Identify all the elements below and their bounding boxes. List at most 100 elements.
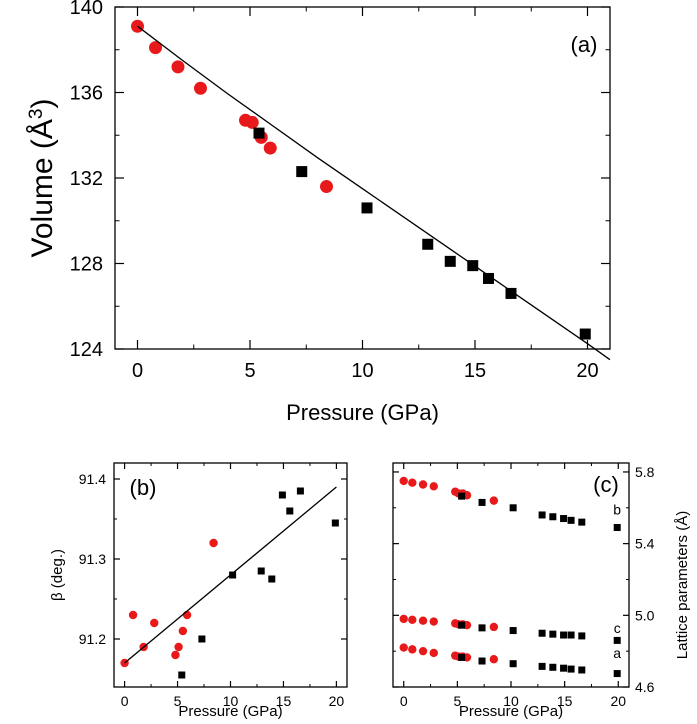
- data-point-square: [613, 524, 621, 532]
- data-point-circle: [399, 614, 408, 624]
- data-point-circle: [150, 618, 159, 628]
- data-point-square: [549, 630, 557, 638]
- x-tick-label: 5: [244, 360, 255, 382]
- data-point-square: [560, 664, 568, 672]
- x-axis-label: Pressure (GPa): [286, 400, 439, 425]
- data-point-circle: [418, 480, 428, 489]
- data-point-square: [444, 255, 456, 267]
- data-point-circle: [418, 616, 428, 625]
- data-point-square: [549, 513, 557, 521]
- y-axis-label: β (deg.): [49, 549, 66, 601]
- data-point-circle: [489, 496, 499, 505]
- x-tick-label: 20: [576, 360, 598, 382]
- data-point-square: [509, 627, 517, 635]
- data-point-square: [331, 519, 339, 527]
- fit-line: [124, 486, 337, 664]
- data-point-square: [579, 328, 591, 340]
- y-tick-label: 4.6: [635, 679, 655, 695]
- data-point-circle: [128, 610, 138, 620]
- data-point-circle: [489, 655, 499, 664]
- x-tick-label: 0: [132, 360, 143, 382]
- data-point-square: [509, 504, 517, 512]
- data-point-circle: [429, 482, 438, 491]
- chart-panel-a: 0 5 10 15 20 124 128 132 136 140 Pressure (GPa) Vol…: [26, 0, 611, 425]
- series-label-c: c: [614, 620, 621, 636]
- data-point-square: [613, 636, 621, 644]
- data-point-square: [538, 662, 546, 670]
- data-point-circle: [320, 180, 333, 194]
- data-point-circle: [399, 476, 408, 486]
- data-point-square: [567, 631, 575, 639]
- data-point-square: [278, 491, 286, 499]
- x-tick-label: 0: [400, 693, 408, 709]
- data-point-square: [613, 670, 621, 678]
- x-axis-label: Pressure (GPa): [178, 703, 282, 720]
- data-point-square: [567, 516, 575, 524]
- y-tick-label: 5.0: [635, 607, 655, 623]
- panel-label: (a): [571, 32, 598, 57]
- data-point-square: [578, 518, 586, 526]
- data-point-square: [253, 127, 265, 139]
- fit-line: [137, 25, 611, 361]
- data-point-square: [296, 487, 304, 495]
- y-tick-label: 128: [70, 254, 103, 276]
- y-tick-label: 5.4: [635, 536, 655, 552]
- chart-panel-c: 0 5 10 15 20 4.6 5.0 5.4 5.8 Pressure (GPa) Lattic…: [392, 462, 691, 720]
- y-tick-label: 140: [70, 0, 103, 19]
- data-point-square: [178, 671, 186, 679]
- data-point-square: [483, 272, 494, 284]
- data-point-square: [538, 511, 546, 519]
- x-tick-label: 20: [329, 693, 345, 709]
- panel-label: (b): [130, 475, 157, 500]
- data-point-square: [257, 567, 265, 575]
- data-point-square: [458, 653, 466, 661]
- x-tick-label: 10: [223, 693, 239, 709]
- y-tick-label: 124: [70, 339, 103, 361]
- data-point-circle: [489, 622, 499, 632]
- data-point-square: [422, 238, 434, 250]
- data-point-circle: [245, 115, 259, 129]
- data-point-circle: [178, 626, 188, 636]
- data-point-square: [578, 666, 586, 674]
- data-point-circle: [429, 648, 438, 658]
- x-tick-label: 15: [557, 693, 573, 709]
- data-point-square: [361, 202, 373, 214]
- series-label-b: b: [613, 502, 621, 518]
- data-point-square: [458, 492, 466, 500]
- data-point-square: [268, 575, 276, 583]
- data-point-circle: [149, 41, 162, 55]
- data-point-circle: [263, 141, 277, 155]
- x-tick-label: 5: [453, 693, 461, 709]
- x-tick-label: 5: [174, 693, 182, 709]
- panel-label: (c): [593, 472, 619, 497]
- x-tick-label: 15: [276, 693, 292, 709]
- x-tick-label: 15: [464, 360, 486, 382]
- data-point-circle: [171, 60, 185, 74]
- data-point-circle: [182, 610, 192, 620]
- data-point-square: [538, 629, 546, 637]
- y-axis-label: Lattice parameters (Å): [674, 511, 691, 659]
- data-point-square: [478, 498, 486, 506]
- x-tick-label: 10: [503, 693, 519, 709]
- data-point-circle: [408, 478, 417, 487]
- data-point-circle: [429, 617, 438, 626]
- y-tick-label: 91.3: [79, 551, 106, 567]
- data-point-square: [478, 657, 486, 665]
- data-point-square: [578, 632, 586, 640]
- data-point-circle: [209, 538, 218, 548]
- data-point-circle: [408, 645, 417, 654]
- y-axis-label: Volume (Å3): [26, 99, 60, 258]
- y-tick-label: 132: [70, 168, 103, 190]
- data-point-square: [296, 166, 308, 178]
- data-point-square: [229, 571, 237, 579]
- data-point-square: [458, 621, 466, 629]
- data-point-square: [567, 665, 575, 673]
- x-tick-label: 10: [351, 360, 373, 382]
- data-point-square: [467, 260, 479, 272]
- data-point-square: [560, 631, 568, 639]
- chart-panel-b: 0 5 10 15 20 91.2 91.3 91.4 Pressure (GPa) β (deg…: [49, 462, 348, 720]
- data-point-circle: [171, 650, 180, 660]
- data-point-circle: [174, 642, 183, 652]
- series-label-a: a: [613, 645, 621, 661]
